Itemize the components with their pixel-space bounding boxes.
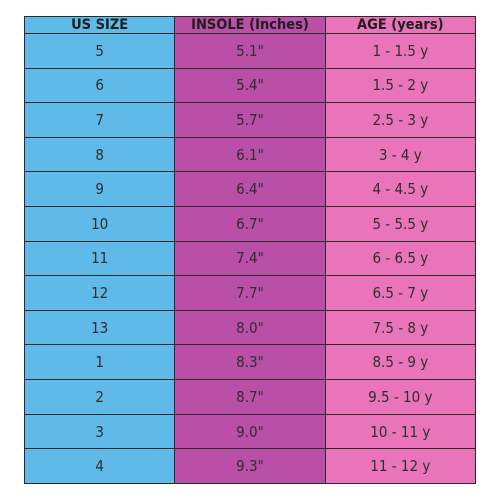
table-cell: 8.7" — [174, 379, 326, 415]
table-cell: 6.7" — [174, 206, 326, 242]
table-cell: 7.4" — [174, 240, 326, 277]
table-cell: 11 - 12 y — [324, 448, 477, 484]
table-cell: 13 — [23, 309, 176, 346]
table-row: 3 9.0" 10 - 11 y — [23, 413, 477, 450]
table-cell: 8.3" — [174, 344, 326, 381]
table-cell: 1 — [23, 344, 176, 381]
table-row: 1 8.3" 8.5 - 9 y — [23, 344, 477, 381]
table-cell: 8.0" — [174, 309, 326, 346]
table-cell: 5 — [23, 33, 176, 69]
header-cell: US SIZE — [23, 16, 176, 34]
table-cell: 5.4" — [174, 67, 326, 104]
table-cell: 1.5 - 2 y — [324, 67, 477, 104]
table-row: 12 7.7" 6.5 - 7 y — [23, 275, 477, 311]
table-cell: 6.5 - 7 y — [324, 275, 477, 311]
table-cell: 11 — [23, 240, 176, 277]
table-cell: 10 - 11 y — [324, 413, 477, 450]
table-row: 9 6.4" 4 - 4.5 y — [23, 171, 477, 208]
header-cell: AGE (years) — [324, 16, 477, 34]
table-cell: 7.5 - 8 y — [324, 309, 477, 346]
table-cell: 9.0" — [174, 413, 326, 450]
table-cell: 3 - 4 y — [324, 136, 477, 173]
table-cell: 8.5 - 9 y — [324, 344, 477, 381]
table-row: 11 7.4" 6 - 6.5 y — [23, 240, 477, 277]
table-cell: 5.1" — [174, 33, 326, 69]
table-cell: 5.7" — [174, 102, 326, 138]
table-cell: 2.5 - 3 y — [324, 102, 477, 138]
table-cell: 5 - 5.5 y — [324, 206, 477, 242]
table-row: 7 5.7" 2.5 - 3 y — [23, 102, 477, 138]
table-cell: 6 - 6.5 y — [324, 240, 477, 277]
table-row: 5 5.1" 1 - 1.5 y — [23, 33, 477, 69]
table-row: 4 9.3" 11 - 12 y — [23, 448, 477, 484]
table-body: 5 5.1" 1 - 1.5 y 6 5.4" 1.5 - 2 y 7 5.7" 2.5 - 3… — [23, 33, 477, 484]
table-cell: 6 — [23, 67, 176, 104]
header-row: US SIZE INSOLE (Inches) AGE (years) — [23, 16, 477, 34]
table-cell: 6.1" — [174, 136, 326, 173]
table-cell: 3 — [23, 413, 176, 450]
header-cell: INSOLE (Inches) — [174, 16, 326, 34]
table-cell: 10 — [23, 206, 176, 242]
table-row: 8 6.1" 3 - 4 y — [23, 136, 477, 173]
table-cell: 4 — [23, 448, 176, 484]
table-cell: 9.3" — [174, 448, 326, 484]
table-header: US SIZE INSOLE (Inches) AGE (years) — [23, 16, 477, 34]
table-row: 2 8.7" 9.5 - 10 y — [23, 379, 477, 415]
table-cell: 7 — [23, 102, 176, 138]
size-table: US SIZE INSOLE (Inches) AGE (years) 5 5.1" 1… — [23, 16, 477, 484]
table-cell: 12 — [23, 275, 176, 311]
table-row: 10 6.7" 5 - 5.5 y — [23, 206, 477, 242]
table-cell: 2 — [23, 379, 176, 415]
table-cell: 9.5 - 10 y — [324, 379, 477, 415]
table-row: 6 5.4" 1.5 - 2 y — [23, 67, 477, 104]
table-row: 13 8.0" 7.5 - 8 y — [23, 309, 477, 346]
table-cell: 9 — [23, 171, 176, 208]
table-cell: 7.7" — [174, 275, 326, 311]
table-cell: 8 — [23, 136, 176, 173]
table-cell: 6.4" — [174, 171, 326, 208]
table-cell: 1 - 1.5 y — [324, 33, 477, 69]
table-cell: 4 - 4.5 y — [324, 171, 477, 208]
